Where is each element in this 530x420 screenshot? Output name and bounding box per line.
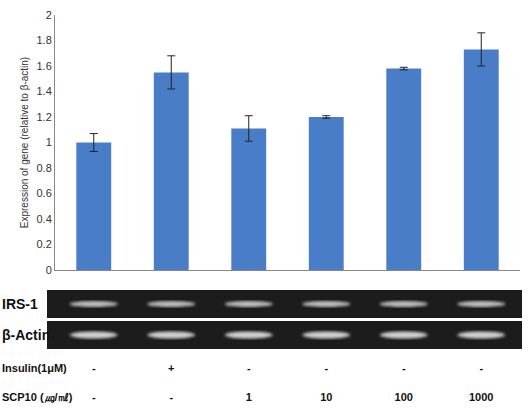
svg-text:1000: 1000 xyxy=(469,391,493,403)
svg-text:SCP10 (㎍/㎖): SCP10 (㎍/㎖) xyxy=(2,391,73,403)
svg-text:Insulin(1μM): Insulin(1μM) xyxy=(2,362,67,374)
svg-text:1.6: 1.6 xyxy=(37,60,52,72)
svg-text:1: 1 xyxy=(46,136,52,148)
svg-text:0.6: 0.6 xyxy=(37,187,52,199)
svg-text:-: - xyxy=(324,362,328,374)
svg-text:-: - xyxy=(92,391,96,403)
svg-text:Expression of gene (relative t: Expression of gene (relative to β-actin) xyxy=(19,57,30,228)
svg-text:-: - xyxy=(92,362,96,374)
svg-text:0.8: 0.8 xyxy=(37,162,52,174)
svg-text:1.2: 1.2 xyxy=(37,111,52,123)
svg-text:-: - xyxy=(247,362,251,374)
svg-text:0.2: 0.2 xyxy=(37,238,52,250)
svg-text:100: 100 xyxy=(395,391,413,403)
svg-text:1.4: 1.4 xyxy=(37,85,52,97)
svg-text:-: - xyxy=(169,391,173,403)
svg-text:-: - xyxy=(479,362,483,374)
svg-text:1.8: 1.8 xyxy=(37,34,52,46)
svg-text:10: 10 xyxy=(320,391,332,403)
svg-text:IRS-1: IRS-1 xyxy=(2,296,38,312)
svg-text:β-Actin: β-Actin xyxy=(2,327,50,343)
svg-text:+: + xyxy=(168,362,174,374)
svg-text:-: - xyxy=(402,362,406,374)
svg-text:0: 0 xyxy=(46,264,52,276)
svg-text:0.4: 0.4 xyxy=(37,213,52,225)
svg-text:2: 2 xyxy=(46,9,52,21)
svg-text:1: 1 xyxy=(246,391,252,403)
